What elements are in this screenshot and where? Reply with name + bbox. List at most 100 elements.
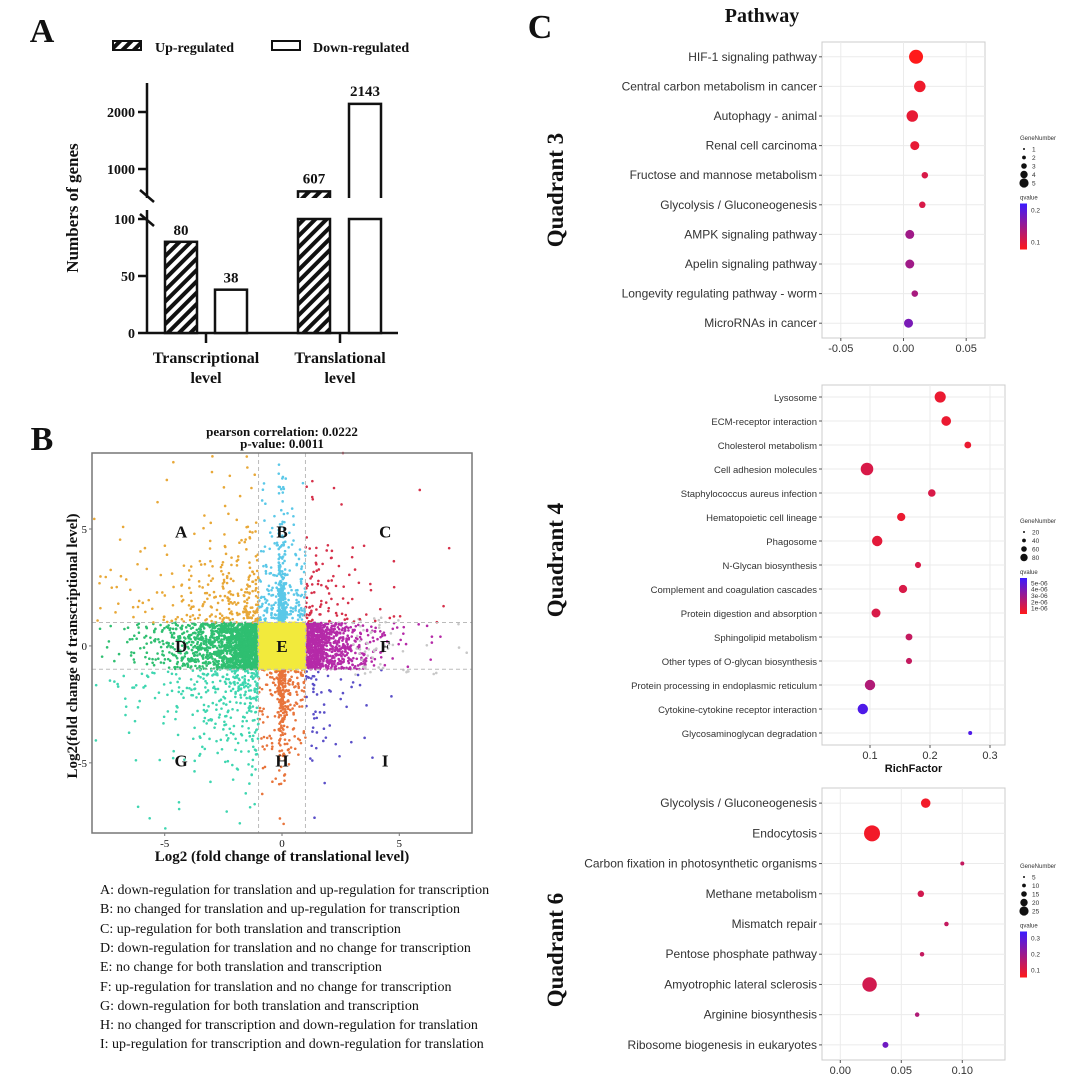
data-point xyxy=(281,561,285,565)
data-point xyxy=(209,579,213,583)
data-point xyxy=(333,662,336,666)
data-point xyxy=(220,634,223,637)
data-point xyxy=(233,680,236,684)
data-point xyxy=(171,603,175,607)
data-point xyxy=(313,624,316,628)
data-point xyxy=(278,673,282,677)
data-point xyxy=(206,597,209,601)
data-point xyxy=(293,747,297,751)
data-point xyxy=(432,672,436,676)
data-point xyxy=(363,650,367,653)
data-point xyxy=(201,665,204,668)
data-point xyxy=(313,655,317,658)
data-point xyxy=(212,640,215,644)
data-point xyxy=(324,736,328,739)
data-point xyxy=(185,613,189,617)
data-point xyxy=(240,538,243,542)
data-point xyxy=(314,678,318,681)
data-point xyxy=(315,693,319,696)
data-point xyxy=(268,734,272,738)
data-point xyxy=(274,601,277,605)
data-point xyxy=(152,621,155,624)
data-point xyxy=(310,591,313,595)
data-point xyxy=(227,607,231,611)
data-point xyxy=(313,661,316,665)
data-point xyxy=(99,575,102,578)
data-point xyxy=(221,618,225,622)
data-point xyxy=(179,651,182,655)
data-point xyxy=(309,629,313,633)
data-point xyxy=(285,616,289,619)
data-point xyxy=(232,622,236,626)
data-point xyxy=(162,615,166,618)
data-point xyxy=(365,646,369,650)
data-point xyxy=(355,634,359,638)
data-point xyxy=(292,514,295,518)
data-point xyxy=(402,625,406,629)
data-point xyxy=(302,690,306,693)
data-point xyxy=(294,609,297,612)
data-point xyxy=(343,650,347,653)
data-point xyxy=(346,659,350,663)
data-point xyxy=(404,642,408,646)
data-point xyxy=(263,597,267,601)
data-point xyxy=(243,600,246,603)
data-point xyxy=(231,593,235,597)
data-point xyxy=(235,701,238,704)
data-point xyxy=(218,679,222,683)
data-point xyxy=(167,666,171,669)
data-point xyxy=(284,601,288,605)
data-point xyxy=(342,631,345,635)
data-point xyxy=(233,676,237,680)
data-point xyxy=(278,698,281,702)
data-point xyxy=(280,702,284,706)
data-point xyxy=(202,720,206,723)
data-point xyxy=(222,587,225,590)
data-point xyxy=(233,644,236,647)
data-point xyxy=(221,598,224,602)
bar-up xyxy=(163,240,199,335)
data-point xyxy=(281,555,285,558)
data-point xyxy=(159,573,163,577)
data-point xyxy=(296,593,300,597)
data-point xyxy=(216,624,219,628)
data-point xyxy=(266,715,269,719)
data-point xyxy=(204,686,207,689)
data-point xyxy=(181,689,185,693)
data-point xyxy=(315,716,319,720)
data-point xyxy=(204,634,208,638)
data-point xyxy=(318,639,322,643)
data-point xyxy=(198,647,202,650)
data-point xyxy=(373,657,377,661)
data-point xyxy=(379,655,383,659)
data-point xyxy=(316,642,319,646)
data-point xyxy=(255,684,258,687)
data-point xyxy=(397,619,400,622)
data-point xyxy=(98,581,101,585)
data-point xyxy=(247,585,250,588)
data-point xyxy=(177,690,181,694)
data-point xyxy=(336,625,340,629)
data-point xyxy=(288,569,291,572)
data-point xyxy=(172,460,175,464)
data-point xyxy=(372,664,376,667)
data-point xyxy=(355,667,359,671)
data-point xyxy=(216,751,219,755)
data-point xyxy=(208,539,212,543)
data-point xyxy=(236,592,240,596)
data-point xyxy=(293,735,296,738)
data-point xyxy=(96,619,99,622)
data-point xyxy=(285,742,289,746)
data-point xyxy=(206,657,209,661)
data-point xyxy=(140,672,144,676)
data-point xyxy=(248,734,252,738)
data-point xyxy=(337,631,341,634)
data-point xyxy=(362,544,366,548)
data-point xyxy=(335,634,338,637)
data-point xyxy=(227,709,230,713)
data-point xyxy=(383,633,387,637)
data-point xyxy=(351,546,355,549)
data-point xyxy=(238,494,242,498)
data-point xyxy=(336,603,339,606)
data-point xyxy=(166,657,170,661)
